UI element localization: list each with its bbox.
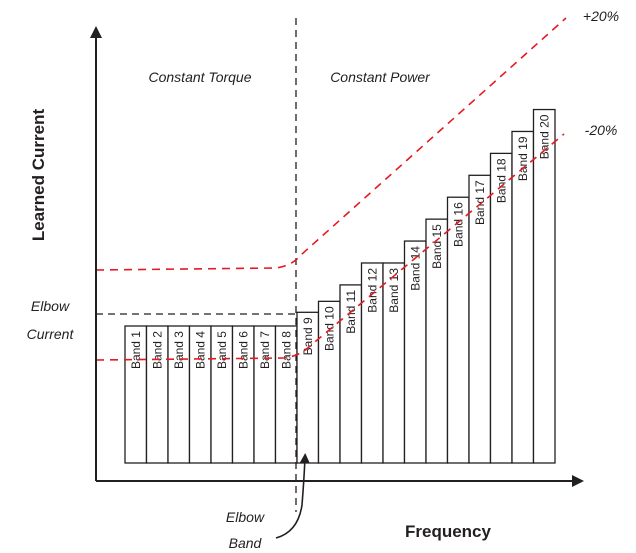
band-label-12: Band 12	[365, 268, 379, 313]
y-axis-label: Learned Current	[29, 109, 48, 242]
band-label-17: Band 17	[473, 180, 487, 225]
band-label-4: Band 4	[193, 331, 207, 369]
elbow-current-label-line2: Current	[27, 326, 75, 342]
band-bar-20	[532, 108, 556, 464]
elbow-band-label-line2: Band	[229, 535, 263, 551]
lower-tolerance-label: -20%	[585, 122, 618, 138]
upper-tolerance-line	[95, 17, 567, 271]
lower-tolerance-line	[95, 133, 565, 361]
band-label-2: Band 2	[150, 331, 164, 369]
elbow-band-pointer	[275, 453, 310, 539]
elbow-current-label-line1: Elbow	[31, 298, 70, 314]
band-label-18: Band 18	[494, 158, 508, 203]
band-label-10: Band 10	[322, 306, 336, 351]
band-label-7: Band 7	[258, 331, 272, 369]
band-label-3: Band 3	[172, 331, 186, 369]
band-label-8: Band 8	[279, 331, 293, 369]
band-label-20: Band 20	[537, 114, 551, 159]
elbow-band-label-line1: Elbow	[226, 509, 265, 525]
band-label-13: Band 13	[387, 268, 401, 313]
bands-group: Band 1 Band 2 Band 3 Band 4 Band 5 Band 6 Band…	[124, 108, 556, 464]
band-label-9: Band 9	[301, 317, 315, 355]
constant-power-label: Constant Power	[330, 69, 431, 85]
band-label-1: Band 1	[129, 331, 143, 369]
band-label-19: Band 19	[516, 136, 530, 181]
band-label-15: Band 15	[430, 224, 444, 269]
x-axis-label: Frequency	[405, 522, 492, 541]
constant-torque-label: Constant Torque	[149, 69, 252, 85]
band-label-5: Band 5	[215, 331, 229, 369]
band-label-16: Band 16	[451, 202, 465, 247]
band-label-14: Band 14	[408, 246, 422, 291]
band-label-6: Band 6	[236, 331, 250, 369]
upper-tolerance-label: +20%	[583, 8, 619, 24]
